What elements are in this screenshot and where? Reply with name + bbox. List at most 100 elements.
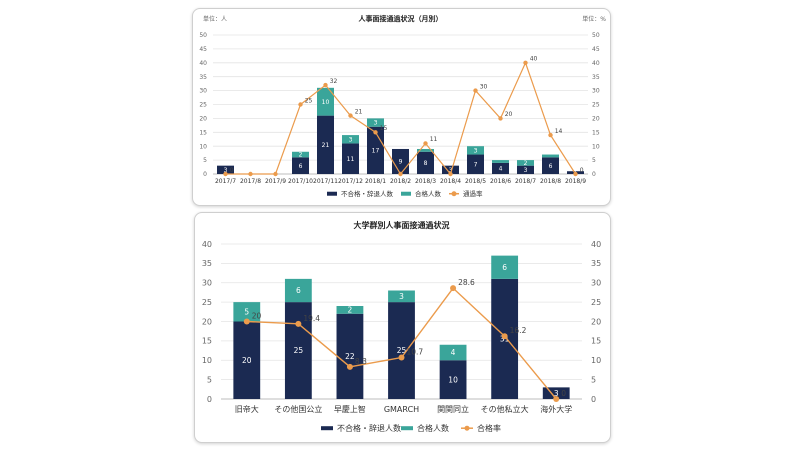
bar-rejected-label: 3 xyxy=(449,167,453,174)
rate-point xyxy=(398,354,405,361)
category-label: 早慶上智 xyxy=(334,404,366,414)
category-label: 2017/7 xyxy=(215,178,236,185)
rate-point xyxy=(295,320,302,327)
category-label: 2018/3 xyxy=(415,178,436,185)
bar-rejected-label: 7 xyxy=(474,161,478,168)
y-tick-label-right: 40 xyxy=(592,60,600,67)
bar-rejected xyxy=(233,321,261,399)
bar-rejected-label: 9 xyxy=(399,159,403,166)
y-tick-label-right: 25 xyxy=(591,298,601,307)
rate-label: 32 xyxy=(330,78,338,85)
legend-label-passed: 合格人数 xyxy=(417,423,449,433)
bar-passed-label: 2 xyxy=(524,160,528,167)
y-tick-label-left: 0 xyxy=(203,171,207,178)
rate-point xyxy=(346,363,353,370)
y-tick-label-right: 15 xyxy=(592,129,600,136)
chart-title: 人事面接通過状況（月別） xyxy=(359,14,443,23)
rate-point xyxy=(573,171,578,177)
y-tick-label-left: 10 xyxy=(202,356,212,365)
y-tick-label-left: 5 xyxy=(203,157,207,164)
bar-passed-label: 3 xyxy=(374,120,378,127)
category-label: 2017/9 xyxy=(265,178,286,185)
rate-label: 16.2 xyxy=(510,326,527,335)
y-tick-label-left: 40 xyxy=(202,240,212,249)
y-tick-label-right: 30 xyxy=(591,279,601,288)
rate-label: 20 xyxy=(505,111,513,118)
category-label: 2018/2 xyxy=(390,178,411,185)
legend-label-passed: 合格人数 xyxy=(415,189,442,198)
rate-point xyxy=(423,141,428,146)
bar-passed xyxy=(388,290,415,303)
rate-label: 20 xyxy=(252,312,262,321)
left-axis-unit: 単位：人 xyxy=(203,15,227,23)
y-tick-label-right: 50 xyxy=(592,32,600,39)
rate-label: 14 xyxy=(555,128,563,135)
bar-rejected xyxy=(417,151,434,174)
bar-passed xyxy=(439,344,467,361)
bar-rejected xyxy=(336,313,364,399)
bar-passed xyxy=(467,146,484,155)
bar-rejected-label: 6 xyxy=(549,163,553,170)
bar-rejected-label: 17 xyxy=(372,147,380,154)
bar-rejected-label: 3 xyxy=(224,167,228,174)
rate-point xyxy=(448,171,453,177)
bar-passed-label: 10 xyxy=(322,99,330,106)
rate-point xyxy=(348,113,353,118)
bar-rejected xyxy=(388,302,415,399)
y-tick-label-right: 35 xyxy=(592,74,600,81)
monthly-chart-card: 人事面接通過状況（月別） 単位：人 単位：% 0 0 5 5 10 10 15 15 20 20 25 25… xyxy=(192,8,611,206)
category-label: 海外大学 xyxy=(540,404,572,414)
rate-label: 15 xyxy=(380,125,388,132)
bar-rejected-label: 6 xyxy=(299,163,303,170)
y-tick-label-right: 10 xyxy=(591,356,601,365)
bar-rejected xyxy=(542,157,559,174)
y-tick-label-left: 15 xyxy=(199,129,207,136)
bar-rejected-label: 10 xyxy=(448,375,458,384)
y-tick-label-left: 25 xyxy=(202,298,212,307)
legend-swatch-rate-dot xyxy=(464,425,470,431)
rate-label: 19.4 xyxy=(303,314,320,323)
category-label: 旧帝大 xyxy=(235,404,259,414)
category-label: 2017/8 xyxy=(240,178,261,185)
category-label: 2017/11 xyxy=(313,178,338,185)
y-tick-label-right: 40 xyxy=(591,240,601,249)
rate-point xyxy=(473,88,478,93)
y-tick-label-left: 0 xyxy=(207,395,212,404)
y-tick-label-left: 40 xyxy=(199,60,207,67)
right-axis-unit: 単位：% xyxy=(582,15,606,23)
bar-rejected xyxy=(342,143,359,174)
chart-title: 大学群別人事面接通過状況 xyxy=(354,220,450,230)
bar-rejected xyxy=(467,154,484,174)
y-tick-label-right: 5 xyxy=(592,157,596,164)
bar-rejected-label: 21 xyxy=(322,142,330,149)
bar-passed xyxy=(542,154,559,158)
rate-point xyxy=(498,116,503,121)
rate-label: 8.3 xyxy=(355,357,367,366)
rate-label: 10.7 xyxy=(407,348,424,357)
category-label: 2018/1 xyxy=(365,178,386,185)
rate-point xyxy=(373,130,378,135)
rate-point xyxy=(243,318,250,325)
bar-rejected-label: 11 xyxy=(347,156,355,163)
bar-passed xyxy=(317,87,334,116)
bar-passed-label: 6 xyxy=(296,286,301,295)
bar-passed xyxy=(292,151,309,158)
legend-swatch-passed xyxy=(401,426,413,431)
legend-swatch-passed xyxy=(401,191,411,196)
rate-label: 0 xyxy=(561,389,566,398)
bar-passed xyxy=(284,278,312,303)
bar-rejected-label: 25 xyxy=(294,346,304,355)
university-chart-card: 大学群別人事面接通過状況 0 0 5 5 10 10 15 15 20 20 25 25 30 30 35 35… xyxy=(194,212,611,443)
rate-point xyxy=(523,60,528,65)
bar-rejected-label: 8 xyxy=(424,160,428,167)
y-tick-label-right: 0 xyxy=(592,171,596,178)
y-tick-label-left: 30 xyxy=(199,88,207,95)
bar-passed xyxy=(342,135,359,144)
category-label: その他私立大 xyxy=(481,404,529,414)
rate-point xyxy=(450,285,457,292)
rate-point xyxy=(501,333,508,340)
bar-passed-label: 6 xyxy=(502,263,507,272)
bar-passed-label: 3 xyxy=(399,292,404,301)
